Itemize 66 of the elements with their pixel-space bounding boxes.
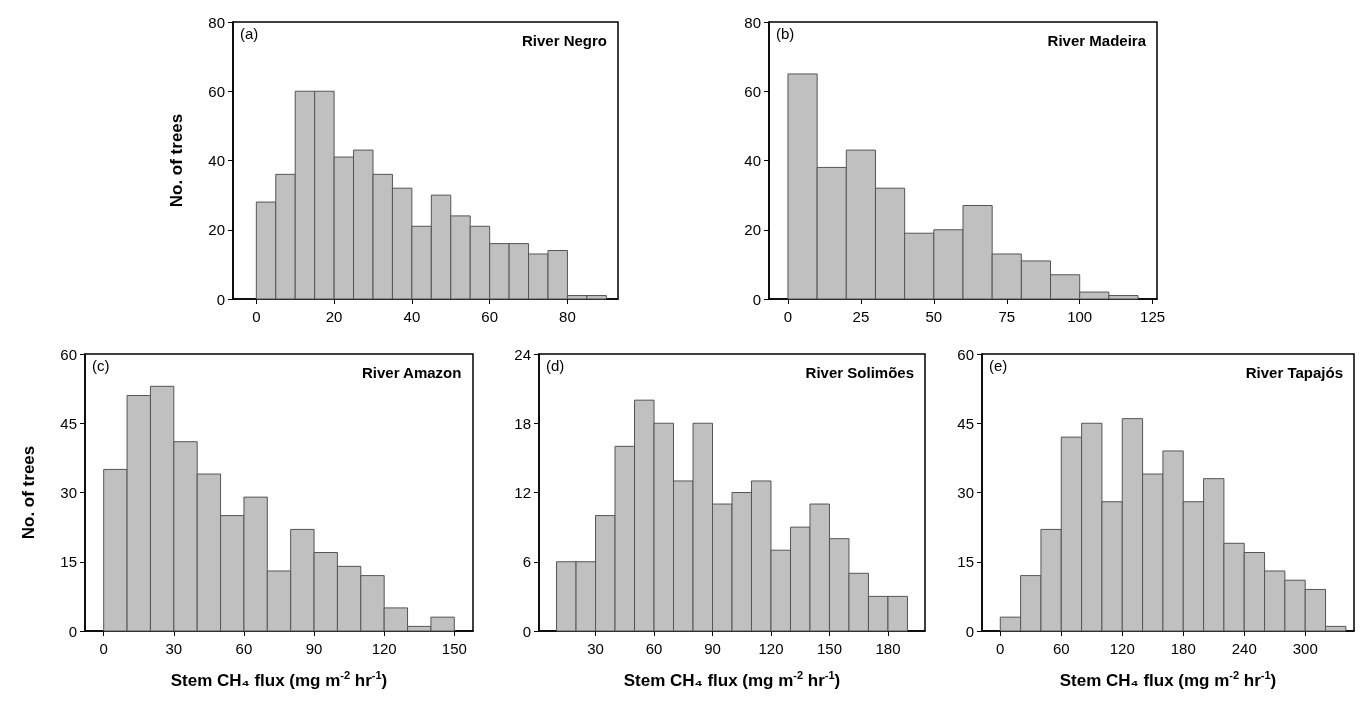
y-tick-label: 15 xyxy=(60,553,77,571)
x-tick-label: 120 xyxy=(1109,640,1135,657)
text: River Negro xyxy=(521,32,607,49)
y-tick-label: 80 xyxy=(744,13,761,31)
y-axis-title: No. of trees xyxy=(167,113,186,208)
x-tick-label: 125 xyxy=(1140,308,1166,325)
y-tick-label: 6 xyxy=(522,553,531,571)
text: River Tapajós xyxy=(1245,364,1344,381)
x-tick-label: 20 xyxy=(325,308,343,325)
y-tick-label: 0 xyxy=(522,622,531,640)
y-tick-label: 40 xyxy=(744,152,761,169)
x-tick-label: 60 xyxy=(235,640,253,657)
x-tick-label: 300 xyxy=(1292,640,1318,657)
y-tick-label: 0 xyxy=(965,622,974,640)
x-tick-label: 100 xyxy=(1067,308,1093,325)
annotation: (e) xyxy=(989,357,1008,374)
text: River Madeira xyxy=(1047,32,1147,49)
y-tick-label: 60 xyxy=(957,345,974,363)
y-tick-label: 40 xyxy=(208,152,225,169)
x-tick-label: 30 xyxy=(165,640,183,657)
x-tick-label: 240 xyxy=(1231,640,1257,657)
x-tick-label: 90 xyxy=(305,640,323,657)
y-tick-label: 45 xyxy=(957,414,974,432)
x-tick-label: 180 xyxy=(875,640,901,657)
y-tick-label: 45 xyxy=(60,414,77,432)
x-tick-label: 150 xyxy=(441,640,467,657)
y-tick-label: 60 xyxy=(208,82,225,100)
x-tick-label: 90 xyxy=(704,640,721,657)
x-tick-label: 80 xyxy=(559,308,576,325)
y-tick-label: 18 xyxy=(514,414,531,432)
x-tick-label: 25 xyxy=(852,308,870,325)
annotation: (b) xyxy=(776,25,795,42)
x-tick-label: 60 xyxy=(645,640,663,657)
y-tick-label: 20 xyxy=(208,221,225,239)
y-tick-label: 60 xyxy=(60,345,77,363)
text: River Solimões xyxy=(805,364,915,381)
x-tick-label: 30 xyxy=(587,640,604,657)
y-tick-label: 24 xyxy=(514,345,531,363)
text: River Amazon xyxy=(361,364,462,381)
y-tick-label: 0 xyxy=(68,622,77,640)
x-tick-label: 120 xyxy=(371,640,397,657)
y-tick-label: 15 xyxy=(957,553,974,571)
x-tick-label: 0 xyxy=(99,640,108,657)
x-tick-label: 60 xyxy=(1052,640,1070,657)
y-tick-label: 0 xyxy=(752,290,761,308)
y-tick-label: 12 xyxy=(514,484,531,501)
y-tick-label: 80 xyxy=(208,13,225,31)
annotation: (c) xyxy=(92,357,110,374)
y-axis-title: No. of trees xyxy=(19,445,38,540)
x-tick-label: 120 xyxy=(758,640,784,657)
x-tick-label: 75 xyxy=(998,308,1016,325)
x-tick-label: 150 xyxy=(816,640,842,657)
y-tick-label: 60 xyxy=(744,82,761,100)
y-tick-label: 0 xyxy=(216,290,225,308)
x-tick-label: 0 xyxy=(996,640,1005,657)
annotation: (d) xyxy=(546,357,565,374)
y-tick-label: 20 xyxy=(744,221,761,239)
x-tick-label: 0 xyxy=(783,308,793,325)
x-tick-label: 0 xyxy=(252,308,261,325)
x-tick-label: 50 xyxy=(925,308,943,325)
x-tick-label: 40 xyxy=(403,308,421,325)
y-tick-label: 30 xyxy=(60,484,77,501)
annotation: (a) xyxy=(240,25,259,42)
x-tick-label: 60 xyxy=(481,308,499,325)
y-tick-label: 30 xyxy=(957,484,974,501)
x-tick-label: 180 xyxy=(1170,640,1196,657)
